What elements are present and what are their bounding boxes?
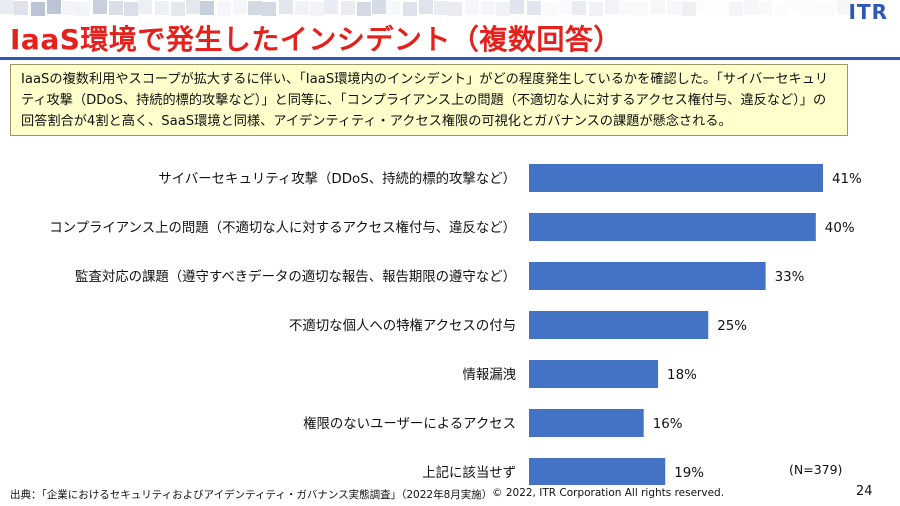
pixel-tile [434, 1, 448, 15]
value-label: 33% [775, 270, 805, 285]
value-label: 16% [653, 417, 683, 432]
pixel-tile [682, 2, 696, 16]
bar [529, 360, 659, 388]
pixel-tile [667, 1, 681, 15]
pixel-tile [543, 2, 557, 16]
category-label: 権限のないユーザーによるアクセス [303, 415, 516, 432]
pixel-tile [279, 0, 293, 14]
value-label: 41% [832, 172, 862, 187]
pixel-tile [357, 2, 371, 16]
pixel-tile [634, 2, 648, 16]
pixel-tile [31, 2, 45, 16]
pixel-tile [76, 2, 90, 16]
pixel-tile [448, 2, 462, 16]
pixel-tile [341, 1, 355, 15]
bar [529, 458, 666, 485]
pixel-tile [744, 0, 758, 14]
itr-logo: ITR [848, 0, 888, 24]
pixel-tile [510, 0, 524, 14]
sample-size-note: (N=379) [789, 462, 843, 477]
bar [529, 409, 644, 437]
pixel-tile [696, 0, 710, 14]
value-label: 25% [717, 319, 747, 334]
pixel-tile [233, 0, 247, 14]
bar [529, 164, 823, 192]
value-label: 40% [825, 221, 855, 236]
pixel-tile [124, 2, 138, 16]
pixel-tile [820, 2, 834, 16]
bar [529, 262, 766, 290]
pixel-tile [186, 0, 200, 14]
pixel-tile [248, 1, 262, 15]
pixel-tile [791, 0, 805, 14]
category-label: 情報漏洩 [462, 367, 516, 383]
pixel-tile [93, 0, 107, 14]
pixel-tile [217, 2, 231, 16]
pixel-tile [155, 1, 169, 15]
category-label: サイバーセキュリティ攻撃（DDoS、持続的標的攻撃など） [158, 171, 516, 187]
header-pixel-band [0, 0, 900, 18]
pixel-tile [589, 2, 603, 16]
pixel-tile [527, 1, 541, 15]
pixel-tile [62, 1, 76, 15]
page-title: IaaS環境で発生したインシデント（複数回答） [10, 23, 622, 56]
pixel-tile [200, 1, 214, 15]
pixel-tile [419, 0, 433, 14]
category-label: 上記に該当せず [422, 464, 516, 481]
pixel-tile [0, 0, 14, 14]
pixel-tile [324, 0, 338, 14]
category-label: 監査対応の課題（遵守すべきデータの適切な報告、報告期限の遵守など） [75, 268, 516, 285]
bar [529, 311, 709, 339]
pixel-tile [729, 2, 743, 16]
page-number: 24 [856, 484, 873, 499]
pixel-tile [775, 2, 789, 16]
pixel-tile [496, 2, 510, 16]
pixel-tile [572, 1, 586, 15]
pixel-tile [262, 2, 276, 16]
pixel-tile [837, 0, 851, 14]
pixel-tile [465, 0, 479, 14]
pixel-tile [14, 1, 28, 15]
source-footnote: 出典：「企業におけるセキュリティおよびアイデンティティ・ガバナンス実態調査」（2… [10, 489, 493, 501]
pixel-tile [651, 0, 665, 14]
value-label: 19% [674, 466, 704, 481]
pixel-tile [310, 2, 324, 16]
pixel-tile [372, 0, 386, 14]
pixel-tile [171, 2, 185, 16]
pixel-tile [386, 1, 400, 15]
pixel-tile [138, 0, 152, 14]
pixel-tile [758, 1, 772, 15]
bar [529, 213, 816, 241]
category-label: 不適切な個人への特権アクセスの付与 [289, 317, 516, 334]
pixel-tile [605, 0, 619, 14]
pixel-tile [558, 0, 572, 14]
pixel-tile [109, 1, 123, 15]
copyright-text: © 2022, ITR Corporation All rights reser… [492, 487, 725, 499]
pixel-tile [481, 1, 495, 15]
value-label: 18% [667, 368, 697, 383]
bar-chart: サイバーセキュリティ攻撃（DDoS、持続的標的攻撃など） 41% コンプライアンス上… [49, 164, 862, 485]
pixel-tile [47, 0, 61, 14]
pixel-tile [713, 1, 727, 15]
pixel-tile [620, 1, 634, 15]
category-label: コンプライアンス上の問題（不適切な人に対するアクセス権付与、違反など） [49, 219, 516, 236]
pixel-tile [806, 1, 820, 15]
title-underline [0, 57, 900, 60]
pixel-tile [295, 1, 309, 15]
pixel-tile [403, 2, 417, 16]
description-box: IaaSの複数利用やスコープが拡大するに伴い、「IaaS環境内のインシデント」が… [10, 64, 848, 136]
